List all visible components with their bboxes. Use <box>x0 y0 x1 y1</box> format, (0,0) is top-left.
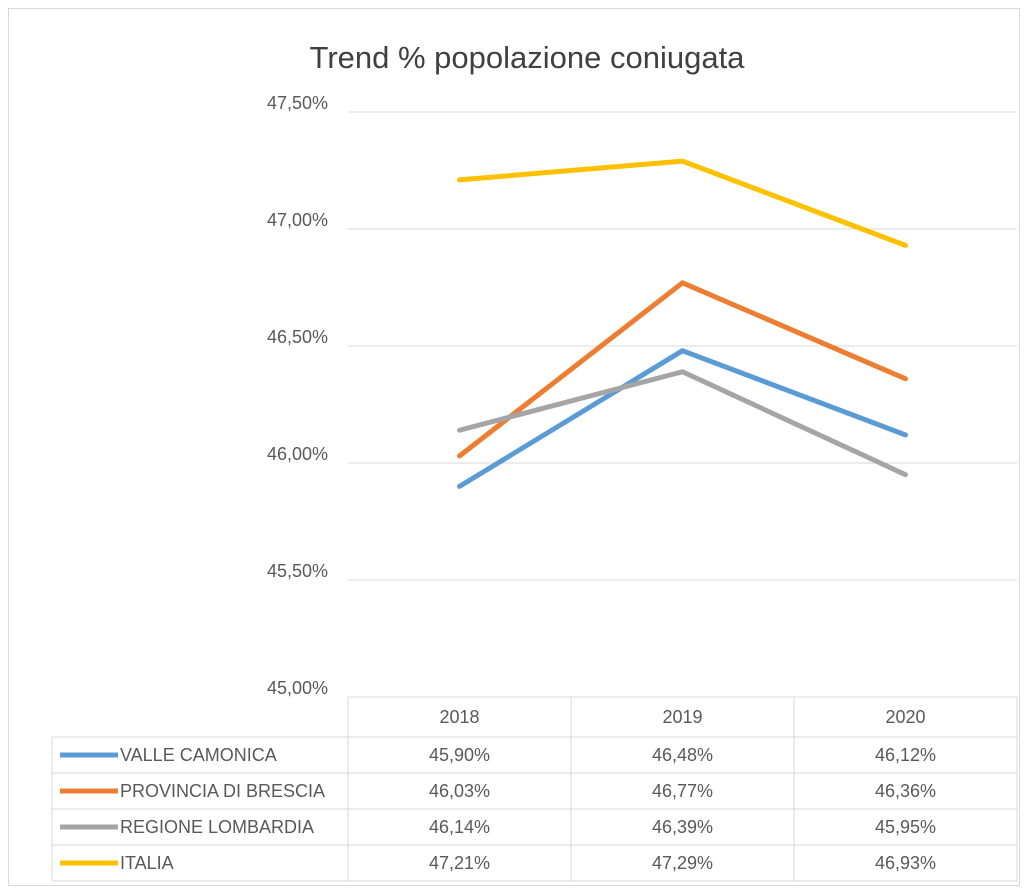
y-tick-label: 47,50% <box>267 93 328 113</box>
chart-title: Trend % popolazione coniugata <box>310 40 746 75</box>
data-table-value: 46,39% <box>652 817 713 837</box>
data-table-value: 47,29% <box>652 853 713 873</box>
data-table-value: 46,48% <box>652 745 713 765</box>
data-table-value: 46,14% <box>429 817 490 837</box>
data-table-value: 46,77% <box>652 781 713 801</box>
series-line <box>457 369 908 478</box>
y-tick-label: 46,50% <box>267 327 328 347</box>
x-tick-label: 2019 <box>662 707 702 727</box>
data-table-value: 46,12% <box>875 745 936 765</box>
legend-label: VALLE CAMONICA <box>120 745 277 765</box>
y-tick-label: 45,00% <box>267 678 328 698</box>
legend-label: ITALIA <box>120 853 174 873</box>
series-line <box>457 158 908 248</box>
y-tick-label: 46,00% <box>267 444 328 464</box>
data-table-value: 45,95% <box>875 817 936 837</box>
x-tick-label: 2020 <box>885 707 925 727</box>
data-table-value: 45,90% <box>429 745 490 765</box>
y-tick-label: 47,00% <box>267 210 328 230</box>
y-tick-label: 45,50% <box>267 561 328 581</box>
x-tick-label: 2018 <box>439 707 479 727</box>
legend-label: REGIONE LOMBARDIA <box>120 817 314 837</box>
legend-label: PROVINCIA DI BRESCIA <box>120 781 325 801</box>
data-table-value: 46,93% <box>875 853 936 873</box>
series-line <box>457 280 908 459</box>
data-table-value: 46,36% <box>875 781 936 801</box>
data-table-value: 46,03% <box>429 781 490 801</box>
data-table-value: 47,21% <box>429 853 490 873</box>
series-line <box>457 348 908 489</box>
